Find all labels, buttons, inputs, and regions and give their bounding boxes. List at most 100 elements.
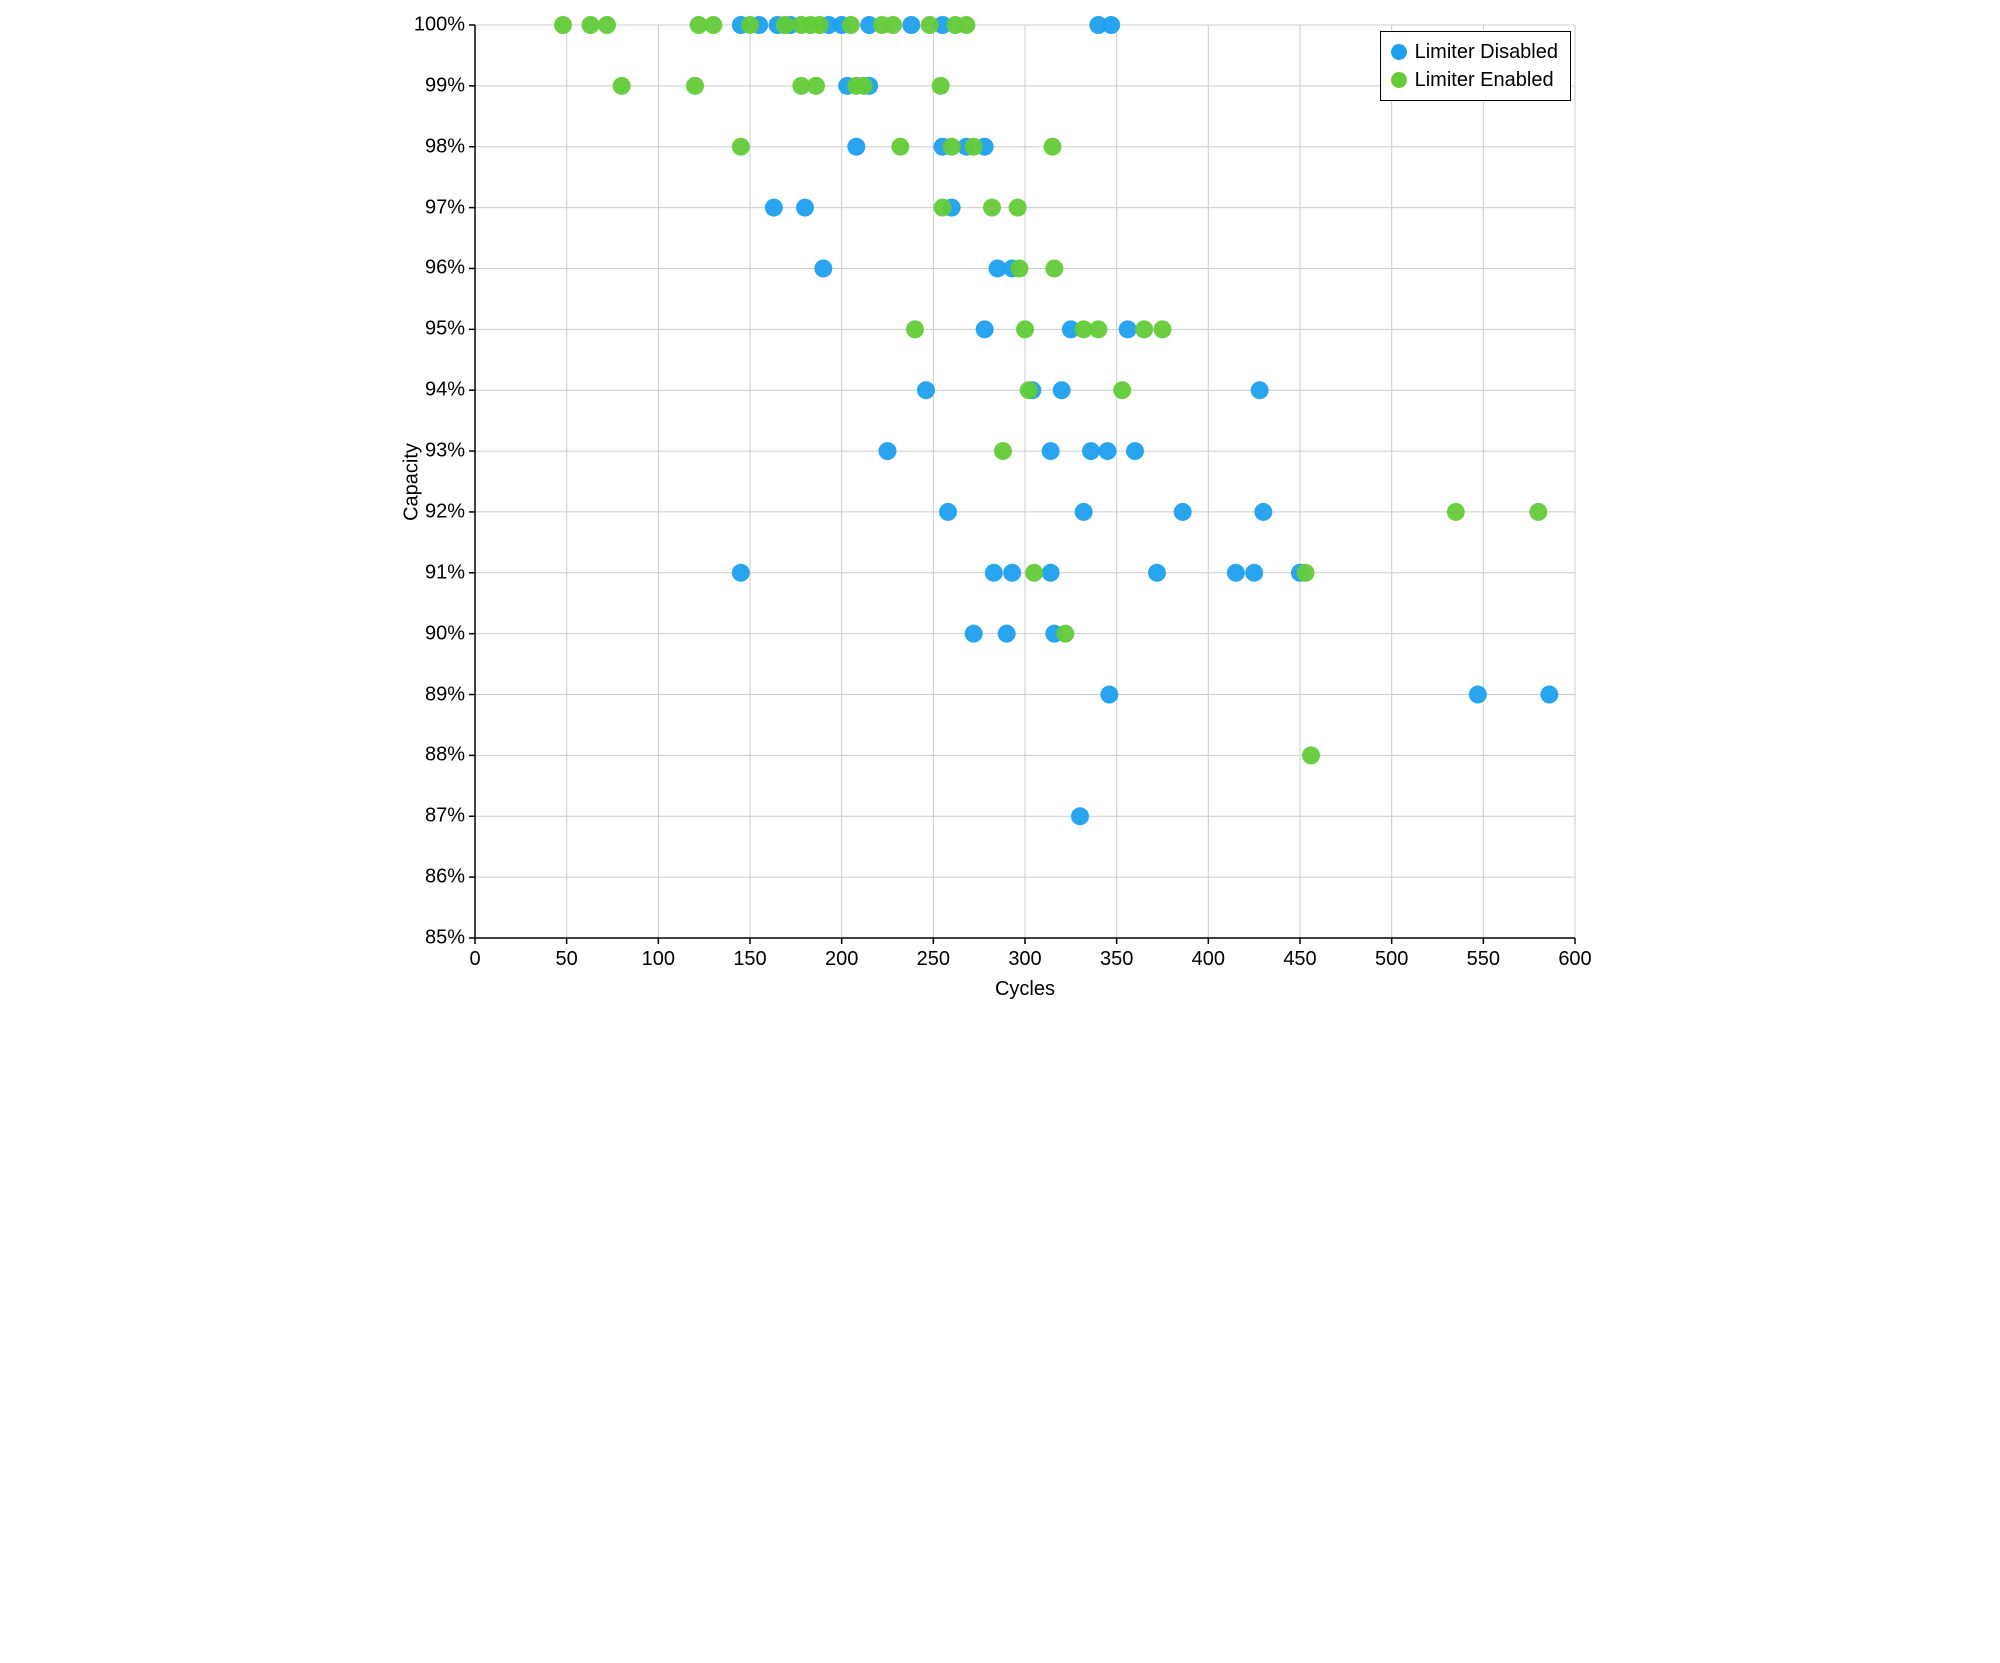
x-tick-label: 550 [1467,948,1500,971]
data-point-disabled [1119,320,1137,338]
data-point-disabled [1102,16,1120,34]
x-tick-label: 600 [1558,948,1591,971]
x-tick-label: 250 [917,948,950,971]
data-point-disabled [1174,503,1192,521]
data-point-enabled [1025,564,1043,582]
data-point-disabled [1148,564,1166,582]
data-point-disabled [1469,686,1487,704]
data-point-disabled [1254,503,1272,521]
y-axis-label: Capacity [401,443,424,521]
data-point-disabled [976,320,994,338]
data-point-enabled [1135,320,1153,338]
y-tick-label: 93% [425,440,465,463]
data-point-enabled [1154,320,1172,338]
legend-swatch-icon [1391,44,1407,60]
legend-item-enabled: Limiter Enabled [1391,66,1558,94]
y-tick-label: 98% [425,135,465,158]
data-point-disabled [765,199,783,217]
data-point-disabled [1100,686,1118,704]
data-point-enabled [855,77,873,95]
data-point-enabled [582,16,600,34]
data-point-disabled [847,138,865,156]
data-point-enabled [741,16,759,34]
data-point-disabled [1042,442,1060,460]
x-tick-label: 450 [1283,948,1316,971]
data-point-disabled [902,16,920,34]
data-point-enabled [932,77,950,95]
x-tick-label: 300 [1008,948,1041,971]
data-point-enabled [1045,259,1063,277]
data-point-enabled [965,138,983,156]
y-tick-label: 88% [425,744,465,767]
data-point-enabled [994,442,1012,460]
data-point-enabled [943,138,961,156]
x-tick-label: 150 [733,948,766,971]
legend-label: Limiter Enabled [1415,66,1554,94]
data-point-disabled [1245,564,1263,582]
data-point-enabled [613,77,631,95]
y-tick-label: 92% [425,500,465,523]
y-tick-label: 100% [414,14,465,37]
y-tick-label: 85% [425,927,465,950]
x-tick-label: 100 [642,948,675,971]
data-point-disabled [985,564,1003,582]
y-tick-label: 96% [425,257,465,280]
y-tick-label: 99% [425,74,465,97]
data-point-disabled [1082,442,1100,460]
x-tick-label: 200 [825,948,858,971]
data-point-disabled [998,625,1016,643]
data-point-enabled [811,16,829,34]
data-point-disabled [1099,442,1117,460]
data-point-enabled [1056,625,1074,643]
y-tick-label: 95% [425,318,465,341]
data-point-enabled [884,16,902,34]
data-point-enabled [842,16,860,34]
data-point-enabled [1009,199,1027,217]
data-point-disabled [796,199,814,217]
data-point-enabled [1447,503,1465,521]
data-point-disabled [1053,381,1071,399]
data-point-enabled [1011,259,1029,277]
data-point-enabled [554,16,572,34]
data-point-enabled [921,16,939,34]
data-point-enabled [1302,746,1320,764]
data-point-enabled [891,138,909,156]
y-tick-label: 89% [425,683,465,706]
x-axis-label: Cycles [995,978,1055,1001]
y-tick-label: 97% [425,196,465,219]
y-tick-label: 90% [425,622,465,645]
data-point-disabled [1251,381,1269,399]
y-tick-label: 86% [425,866,465,889]
data-point-enabled [776,16,794,34]
data-point-enabled [732,138,750,156]
y-tick-label: 87% [425,805,465,828]
legend-swatch-icon [1391,72,1407,88]
data-point-disabled [814,259,832,277]
x-tick-label: 500 [1375,948,1408,971]
data-point-enabled [983,199,1001,217]
data-point-disabled [1075,503,1093,521]
x-tick-label: 0 [469,948,480,971]
data-point-enabled [686,77,704,95]
legend-label: Limiter Disabled [1415,38,1558,66]
data-point-enabled [1020,381,1038,399]
data-point-disabled [1071,807,1089,825]
data-point-enabled [1113,381,1131,399]
data-point-enabled [906,320,924,338]
data-point-enabled [957,16,975,34]
x-tick-label: 350 [1100,948,1133,971]
data-point-enabled [1016,320,1034,338]
data-point-enabled [934,199,952,217]
scatter-chart: Capacity Cycles Limiter DisabledLimiter … [400,10,1600,1008]
data-point-enabled [807,77,825,95]
data-point-disabled [1540,686,1558,704]
data-point-disabled [1227,564,1245,582]
data-point-enabled [598,16,616,34]
y-tick-label: 91% [425,561,465,584]
data-point-enabled [1044,138,1062,156]
data-point-disabled [879,442,897,460]
data-point-disabled [939,503,957,521]
x-tick-label: 50 [556,948,578,971]
data-point-enabled [1089,320,1107,338]
data-point-disabled [917,381,935,399]
